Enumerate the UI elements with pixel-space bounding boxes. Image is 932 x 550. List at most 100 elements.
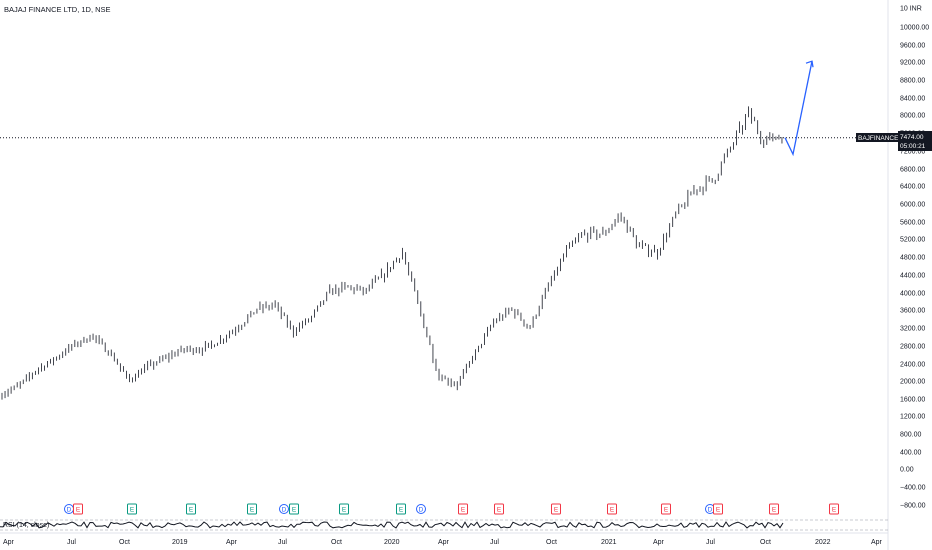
- price-tick: 8800.00: [900, 78, 925, 85]
- last-price-tag[interactable]: BAJFINANCE 7474.00 05:00:21: [856, 131, 932, 151]
- event-badge: [607, 503, 617, 515]
- event-badge: [247, 503, 257, 515]
- event-badge: [127, 503, 137, 515]
- time-label: 2022: [815, 539, 831, 546]
- time-scale[interactable]: Apr Jul Oct 2019 Apr Jul Oct 2020 Apr Jul Oct 2021 A…: [3, 539, 883, 546]
- earnings-marker[interactable]: E: [289, 503, 299, 515]
- price-scale[interactable]: 10 INR 10000.00 9600.00 9200.00 8800.00 8400.…: [900, 6, 929, 510]
- earnings-marker[interactable]: E: [127, 503, 137, 515]
- event-letter: D: [708, 507, 713, 514]
- event-letter: E: [461, 507, 466, 514]
- earnings-marker[interactable]: E: [186, 503, 196, 515]
- dividend-marker[interactable]: D: [64, 504, 74, 514]
- price-tick: 10000.00: [900, 25, 929, 32]
- event-letter: E: [497, 507, 502, 514]
- event-badge: [661, 503, 671, 515]
- earnings-marker[interactable]: E: [607, 503, 617, 515]
- earnings-marker[interactable]: E: [551, 503, 561, 515]
- event-badge: [829, 503, 839, 515]
- time-label: 2021: [601, 539, 617, 546]
- event-badge: [279, 504, 289, 514]
- earnings-marker[interactable]: E: [247, 503, 257, 515]
- event-badge: [73, 503, 83, 515]
- price-tick: 4400.00: [900, 273, 925, 280]
- time-label: 2020: [384, 539, 400, 546]
- event-badge: [396, 503, 406, 515]
- price-tick: 2800.00: [900, 344, 925, 351]
- event-letter: D: [282, 507, 287, 514]
- price-tick: 0.00: [900, 467, 914, 474]
- time-label: 2019: [172, 539, 188, 546]
- earnings-marker[interactable]: E: [769, 503, 779, 515]
- event-badge: [551, 503, 561, 515]
- price-tick: 8400.00: [900, 96, 925, 103]
- event-letter: E: [342, 507, 347, 514]
- earnings-marker[interactable]: E: [713, 503, 723, 515]
- price-tick: −800.00: [900, 503, 926, 510]
- rsi-pane: RSI (14, close): [0, 519, 888, 531]
- time-label: Apr: [871, 539, 883, 546]
- event-badge: [458, 503, 468, 515]
- earnings-marker[interactable]: E: [73, 503, 83, 515]
- price-tick: 6800.00: [900, 167, 925, 174]
- earnings-marker[interactable]: E: [494, 503, 504, 515]
- time-label: Apr: [226, 539, 238, 546]
- price-badge: [898, 131, 932, 151]
- earnings-marker[interactable]: E: [396, 503, 406, 515]
- price-tick: −400.00: [900, 485, 926, 492]
- earnings-marker[interactable]: E: [339, 503, 349, 515]
- price-tick: 10 INR: [900, 6, 922, 13]
- event-letter: E: [250, 507, 255, 514]
- event-letter: D: [67, 507, 72, 514]
- price-tick: 4800.00: [900, 255, 925, 262]
- price-tick: 6000.00: [900, 202, 925, 209]
- price-tick: 1200.00: [900, 414, 925, 421]
- price-tick: 7200.00: [900, 149, 925, 156]
- last-price-value: 7474.00: [900, 134, 924, 141]
- ticker-badge: [856, 133, 898, 142]
- dividend-marker[interactable]: D: [279, 504, 289, 514]
- event-letter: E: [189, 507, 194, 514]
- arrow-head-icon: [805, 60, 814, 68]
- event-letter: E: [772, 507, 777, 514]
- price-tick: 3600.00: [900, 308, 925, 315]
- event-letter: E: [554, 507, 559, 514]
- event-letter: E: [76, 507, 81, 514]
- bar-countdown: 05:00:21: [900, 143, 926, 150]
- earnings-marker[interactable]: E: [661, 503, 671, 515]
- rsi-line: [0, 521, 784, 529]
- time-label: Oct: [331, 539, 342, 546]
- event-badge: [186, 503, 196, 515]
- dividend-marker[interactable]: D: [416, 504, 426, 514]
- price-tick: 8000.00: [900, 113, 925, 120]
- time-label: Oct: [546, 539, 557, 546]
- event-badge: [339, 503, 349, 515]
- event-letter: E: [292, 507, 297, 514]
- ticker-label: BAJFINANCE: [858, 135, 899, 142]
- rsi-label: RSI (14, close): [3, 522, 49, 529]
- price-tick: 800.00: [900, 432, 922, 439]
- earnings-marker[interactable]: E: [829, 503, 839, 515]
- event-badge: [289, 503, 299, 515]
- event-badge: [769, 503, 779, 515]
- event-letter: D: [419, 507, 424, 514]
- event-letter: E: [716, 507, 721, 514]
- time-label: Apr: [653, 539, 665, 546]
- event-badge: [713, 503, 723, 515]
- projection-arrow: [784, 61, 813, 157]
- event-letter: E: [130, 507, 135, 514]
- time-label: Jul: [67, 539, 76, 546]
- earnings-marker[interactable]: E: [458, 503, 468, 515]
- chart-title: BAJAJ FINANCE LTD, 1D, NSE: [4, 5, 111, 14]
- price-tick: 400.00: [900, 450, 922, 457]
- time-label: Jul: [278, 539, 287, 546]
- price-tick: 5600.00: [900, 220, 925, 227]
- price-series: [1, 106, 783, 400]
- time-label: Apr: [438, 539, 450, 546]
- price-tick: 2400.00: [900, 362, 925, 369]
- time-label: Apr: [3, 539, 15, 546]
- event-letter: E: [610, 507, 615, 514]
- event-letter: E: [664, 507, 669, 514]
